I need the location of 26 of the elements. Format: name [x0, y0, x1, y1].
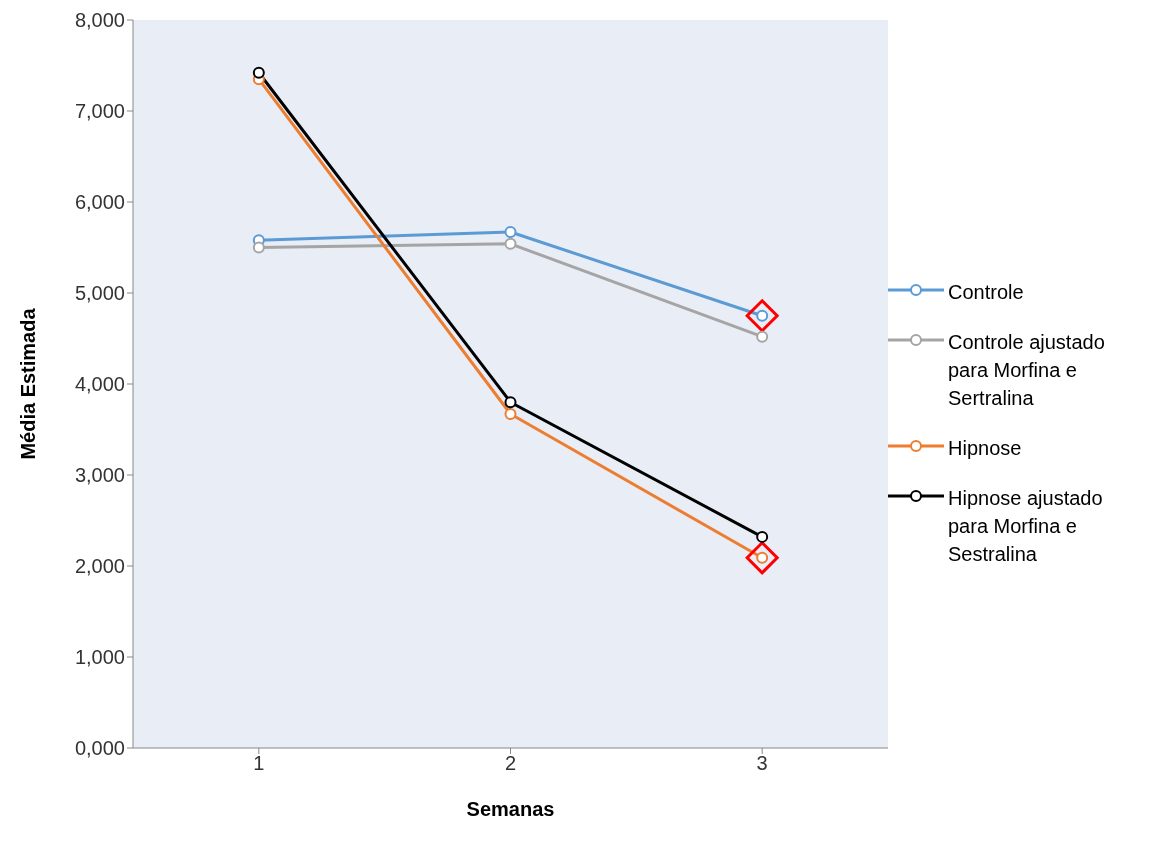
- y-tick-label: 8,000: [74, 9, 125, 32]
- legend-label: Hipnose ajustado para Morfina e Sestralina: [948, 486, 1104, 567]
- legend-label: Controle: [948, 280, 1024, 305]
- point: [756, 530, 769, 543]
- y-tick-label: 7,000: [74, 100, 125, 123]
- point: [504, 237, 517, 250]
- point: [504, 226, 517, 239]
- y-tick-label: 2,000: [74, 555, 125, 578]
- y-tick-label: 4,000: [74, 373, 125, 396]
- y-tick-label: 5,000: [74, 282, 125, 305]
- y-axis-title: Média Estimada: [17, 307, 40, 460]
- x-axis-title: Semanas: [466, 798, 555, 820]
- point: [504, 396, 517, 409]
- x-tick-label: 2: [504, 752, 517, 775]
- y-tick-label: 1,000: [74, 646, 125, 669]
- y-tick-label: 3,000: [74, 464, 125, 487]
- y-tick-label: 6,000: [74, 191, 125, 214]
- point: [504, 408, 517, 421]
- x-tick-label: 3: [756, 752, 768, 775]
- y-tick-label: 0,000: [74, 737, 125, 760]
- point: [252, 241, 265, 254]
- x-tick-label: 1: [253, 752, 265, 775]
- legend-label: Controle ajustado para Morfina e Sertralina: [948, 330, 1106, 411]
- point: [756, 330, 769, 343]
- legend-label: Hipnose: [948, 436, 1022, 461]
- point: [252, 66, 265, 79]
